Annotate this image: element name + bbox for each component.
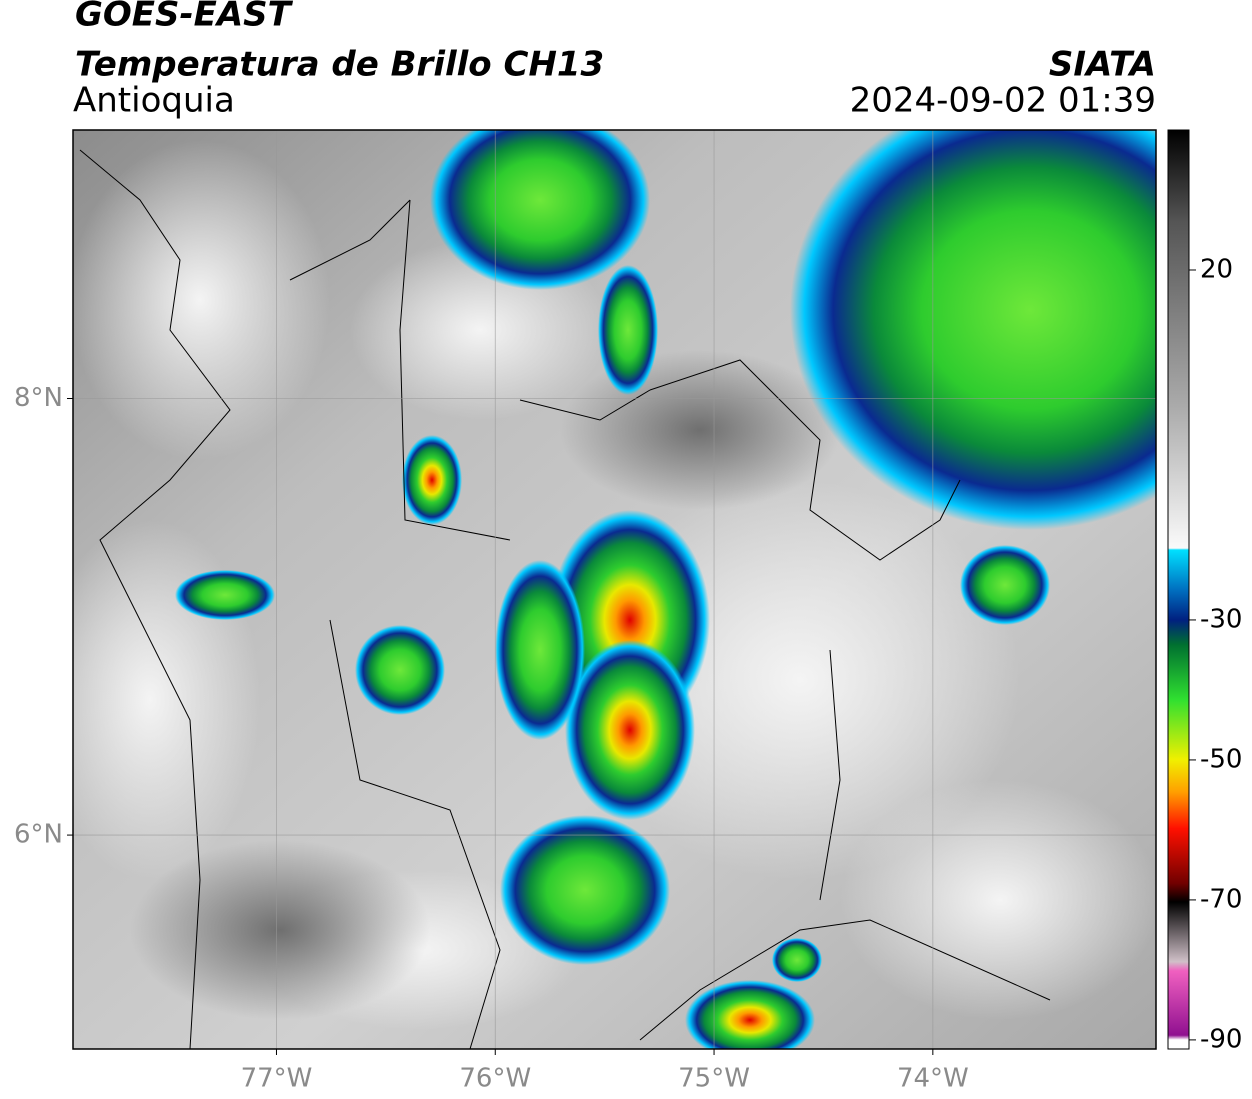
boundaries [79, 149, 1051, 1049]
colorbar [1167, 129, 1190, 1050]
x-tick-label: 76°W [459, 1064, 531, 1094]
colorbar-tick-label: -30 [1200, 604, 1242, 634]
graticule [73, 130, 1156, 1049]
x-tick-label: 74°W [897, 1064, 969, 1094]
y-tick-label: 8°N [14, 383, 63, 413]
plot-frame [72, 129, 1157, 1050]
colorbar-tick-label: -50 [1200, 744, 1242, 774]
datetime: 2024-09-02 01:39 [850, 81, 1156, 121]
y-tick-label: 6°N [14, 820, 63, 850]
satellite-image [73, 130, 1156, 1049]
colorbar-tick-label: -70 [1200, 884, 1242, 914]
x-tick-label: 77°W [241, 1064, 313, 1094]
title: GOES-EAST [75, 0, 294, 35]
region: Antioquia [73, 81, 235, 121]
source: SIATA [1049, 45, 1156, 85]
colorbar-tick-label: -90 [1200, 1024, 1242, 1054]
x-tick-label: 75°W [678, 1064, 750, 1094]
colorbar-tick-label: 20 [1200, 254, 1233, 284]
subtitle: Temperatura de Brillo CH13 [75, 45, 604, 85]
